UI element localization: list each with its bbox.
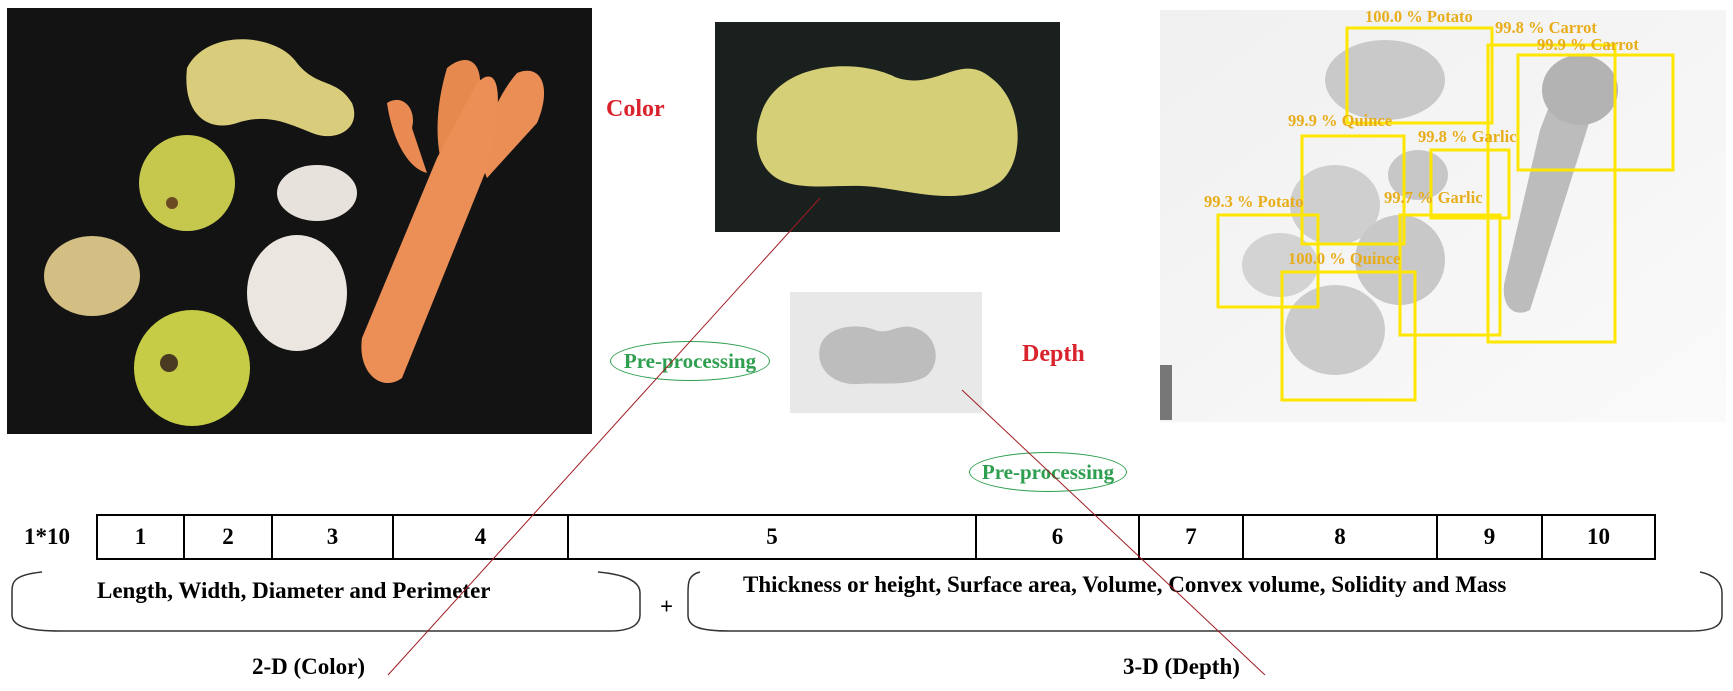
potato-color-crop [715, 22, 1060, 232]
preprocessing-color-badge: Pre-processing [610, 341, 770, 381]
detection-boxes [1216, 26, 1675, 402]
depth-group-title: 3-D (Depth) [1123, 654, 1240, 679]
vector-cell: 6 [977, 516, 1140, 558]
det-label: 99.8 % Garlic [1418, 127, 1517, 146]
produce-color-photo [7, 8, 592, 434]
det-box-garlic-1 [1429, 148, 1511, 220]
det-box-quince-1 [1300, 134, 1406, 246]
feature-vector: 1 2 3 4 5 6 7 8 9 10 [96, 514, 1656, 560]
vector-cell: 4 [394, 516, 569, 558]
depth-features-text: Thickness or height, Surface area, Volum… [743, 572, 1507, 597]
det-label: 99.7 % Garlic [1384, 188, 1483, 207]
det-box-potato-left [1216, 213, 1320, 309]
color-features-text: Length, Width, Diameter and Perimeter [97, 578, 491, 603]
vector-cell: 8 [1244, 516, 1438, 558]
det-label: 99.9 % Carrot [1537, 35, 1639, 54]
plus-sign: + [660, 594, 674, 619]
det-label: 100.0 % Quince [1288, 249, 1400, 268]
color-group-title: 2-D (Color) [252, 654, 366, 679]
det-label: 99.8 % Carrot [1495, 18, 1597, 37]
det-label: 99.3 % Potato [1204, 192, 1303, 211]
vector-cell: 9 [1438, 516, 1543, 558]
det-box-carrot-1 [1486, 43, 1617, 344]
vector-cell: 3 [273, 516, 394, 558]
det-box-carrot-2 [1516, 53, 1675, 172]
preprocessing-depth-badge: Pre-processing [969, 452, 1127, 492]
vector-label: 1*10 [24, 524, 70, 549]
color-label: Color [606, 96, 665, 122]
vector-cell: 1 [98, 516, 185, 558]
vector-cell: 10 [1587, 524, 1610, 549]
det-box-quince-2 [1280, 270, 1417, 402]
vector-cell: 7 [1140, 516, 1244, 558]
vector-cell: 2 [185, 516, 273, 558]
depth-detection-image: 100.0 % Potato 99.8 % Carrot 99.9 % Carr… [1160, 10, 1726, 422]
det-box-potato-top [1345, 26, 1494, 125]
vector-cell: 5 [569, 516, 977, 558]
det-box-garlic-2 [1398, 213, 1502, 337]
det-label: 100.0 % Potato [1365, 10, 1473, 26]
det-label: 99.9 % Quince [1288, 111, 1392, 130]
potato-depth-crop [790, 292, 982, 413]
depth-label: Depth [1022, 341, 1085, 367]
